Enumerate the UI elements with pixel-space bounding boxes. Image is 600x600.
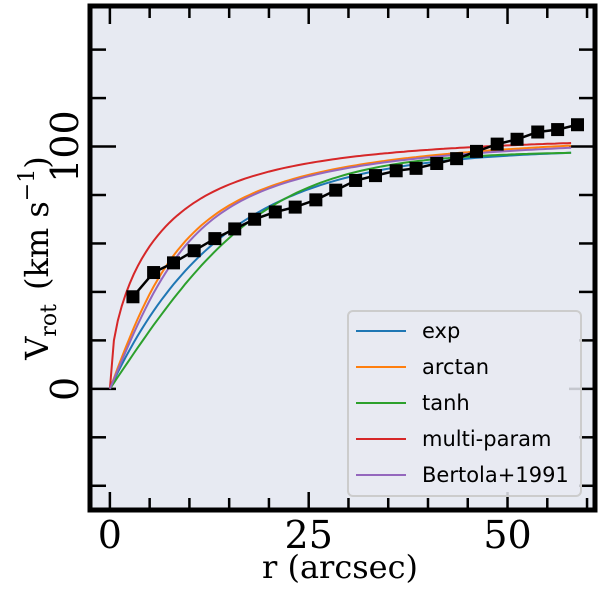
curve-bertola-1991 <box>108 146 572 390</box>
observed-point <box>551 123 565 137</box>
observed-point <box>409 161 423 175</box>
observed-point <box>349 173 363 187</box>
observed-point <box>147 266 161 280</box>
observed-point <box>470 144 484 158</box>
plot-frame <box>87 3 598 513</box>
x-tick-label: 0 <box>98 513 122 557</box>
legend-label: arctan <box>422 355 489 379</box>
observed-point <box>126 290 140 304</box>
curve-exp <box>108 151 572 390</box>
legend-label: Bertola+1991 <box>422 463 569 487</box>
tick-labels: 0 25 50 0 100 <box>43 110 532 557</box>
observed-point <box>369 169 383 183</box>
observed-point <box>248 212 262 226</box>
legend-label: exp <box>422 319 460 343</box>
observed-point <box>167 256 181 270</box>
observed-point <box>531 125 545 139</box>
x-tick-label: 25 <box>285 513 333 557</box>
y-tick-label: 100 <box>43 110 87 183</box>
observed-point <box>309 193 323 207</box>
legend-label: tanh <box>422 391 470 415</box>
observed-point <box>329 183 343 197</box>
y-tick-label: 0 <box>43 377 87 401</box>
observed-point <box>187 244 201 258</box>
legend-box <box>347 310 582 497</box>
model-curves <box>108 142 572 390</box>
x-tick-label: 50 <box>483 513 531 557</box>
observed-point <box>389 164 403 178</box>
observed-point <box>228 222 242 236</box>
y-axis-label: Vrot(km s−1) <box>15 156 62 360</box>
observed-point <box>450 152 464 166</box>
observed-point <box>490 137 504 151</box>
observed-point <box>288 200 302 214</box>
observed-data <box>126 118 585 304</box>
observed-point <box>208 232 222 246</box>
observed-point <box>430 157 444 170</box>
legend: exp arctan tanh multi-param Bertola+1991 <box>347 310 582 497</box>
legend-label: multi-param <box>422 427 551 451</box>
observed-point <box>268 205 282 219</box>
x-axis-label: r (arcsec) <box>262 548 418 586</box>
observed-point <box>571 118 585 132</box>
observed-point <box>510 132 524 146</box>
curve-tanh <box>109 151 572 390</box>
